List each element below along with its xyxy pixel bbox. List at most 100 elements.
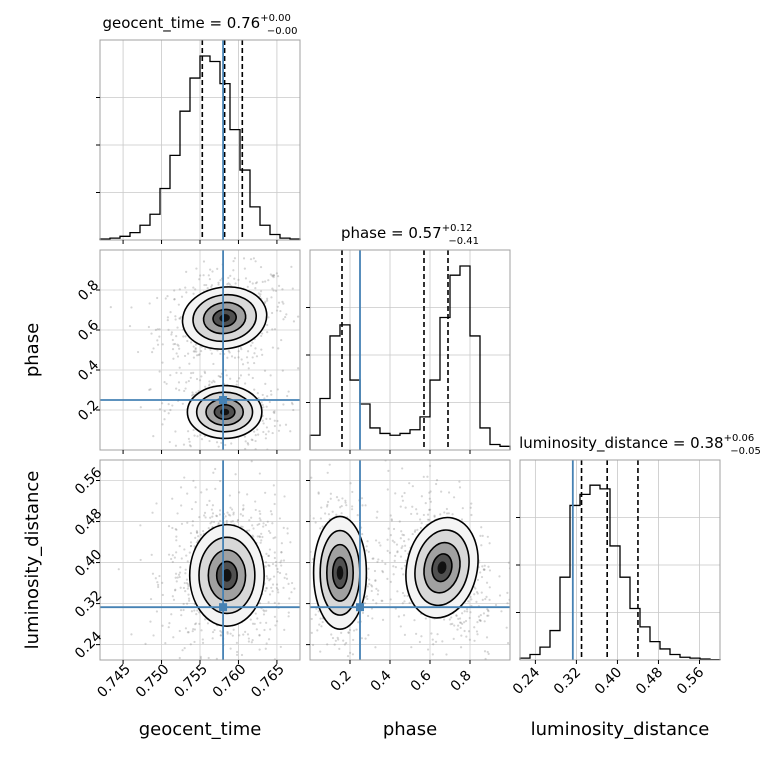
x-axis-label-luminosity_distance: luminosity_distance [531,719,710,740]
sample-point [192,628,195,631]
sample-point [139,558,142,562]
sample-point [229,377,232,380]
sample-point [151,511,154,514]
sample-point [167,553,171,556]
sample-point [287,390,290,393]
sample-point [251,376,254,380]
sample-point [242,257,246,260]
sample-point [476,578,480,582]
sample-point [389,514,392,517]
sample-point [207,527,210,530]
sample-point [352,638,355,642]
sample-point [431,638,434,641]
sample-point [319,527,322,530]
sample-point [171,347,175,351]
sample-point [180,522,184,525]
sample-point [244,382,247,385]
sample-point [475,600,478,603]
sample-point [216,669,218,671]
sample-point [291,287,294,290]
sample-point [190,610,194,613]
y-tick-label: 0.6 [75,317,102,344]
sample-point [244,277,248,280]
sample-point [449,623,452,626]
sample-point [187,597,191,600]
sample-point [261,393,264,397]
sample-point [365,595,369,598]
density-level-4 [222,569,232,582]
sample-point [272,276,275,279]
sample-point [314,613,317,616]
sample-point [173,556,176,559]
sample-point [265,587,268,590]
sample-point [189,544,193,548]
sample-point [281,300,284,304]
sample-point [439,513,442,516]
x-tick-label: 0.32 [551,664,584,697]
sample-point [187,631,190,634]
sample-point [209,241,211,243]
sample-point [487,614,490,617]
sample-point [178,389,181,392]
sample-point [483,620,486,623]
sample-point [151,350,154,354]
sample-point [416,528,419,531]
sample-point [274,560,278,564]
sample-point [465,635,468,638]
sample-point [396,550,399,553]
sample-point [351,505,354,508]
sample-point [136,350,140,354]
sample-point [210,456,212,458]
sample-point [199,274,202,277]
sample-point [150,332,153,335]
sample-point [188,551,191,554]
contour-0 [181,286,268,350]
sample-point [261,280,264,283]
sample-point [452,637,455,640]
sample-point [301,649,303,651]
sample-point [269,628,272,631]
sample-point [215,441,219,444]
sample-point [175,387,178,390]
sample-point [211,637,214,640]
sample-point [258,472,261,475]
sample-point [259,621,262,624]
sample-point [251,534,254,537]
sample-point [219,519,222,522]
sample-point [225,521,228,524]
sample-point [335,496,339,499]
sample-point [248,280,252,283]
sample-point [340,512,343,515]
sample-point [482,612,486,615]
sample-point [247,367,250,370]
sample-point [189,643,192,646]
sample-point [342,639,345,642]
x-tick-label: 0.765 [248,661,288,701]
sample-point [470,502,473,505]
sample-point [364,596,367,599]
sample-point [271,287,274,290]
sample-point [176,355,180,358]
sample-point [251,356,254,359]
density-level-4 [437,561,447,574]
sample-point [395,543,399,546]
sample-point [242,633,245,636]
sample-point [361,504,364,507]
sample-point [195,267,198,270]
sample-point [177,381,181,384]
sample-point [171,404,174,407]
sample-point [175,580,178,583]
sample-point [208,278,211,281]
sample-point [468,638,471,641]
sample-point [476,621,479,624]
sample-point [410,646,413,649]
sample-point [211,668,213,670]
sample-point [274,624,277,627]
sample-point [384,562,387,566]
sample-point [192,371,195,374]
sample-point [279,561,282,564]
sample-point [182,586,186,590]
sample-point [326,690,328,692]
sample-point [172,343,175,346]
sample-point [211,504,215,507]
